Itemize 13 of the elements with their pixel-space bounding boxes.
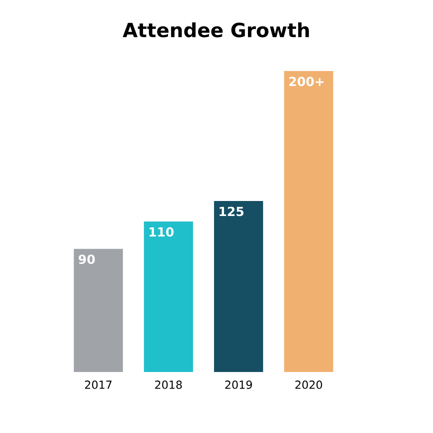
bar — [214, 201, 264, 372]
bar — [74, 248, 123, 372]
x-tick-label: 2018 — [155, 380, 182, 389]
bar — [144, 222, 193, 372]
data-label: 90 — [78, 254, 95, 264]
x-tick-label: 2017 — [85, 380, 112, 389]
data-label: 110 — [150, 227, 174, 237]
data-label: 200+ — [289, 76, 324, 86]
data-label: 125 — [220, 206, 244, 216]
chart-title: Attendee Growth — [122, 22, 309, 38]
x-tick-label: 2020 — [295, 380, 322, 389]
x-tick-label: 2019 — [225, 380, 252, 389]
bar — [284, 71, 334, 372]
